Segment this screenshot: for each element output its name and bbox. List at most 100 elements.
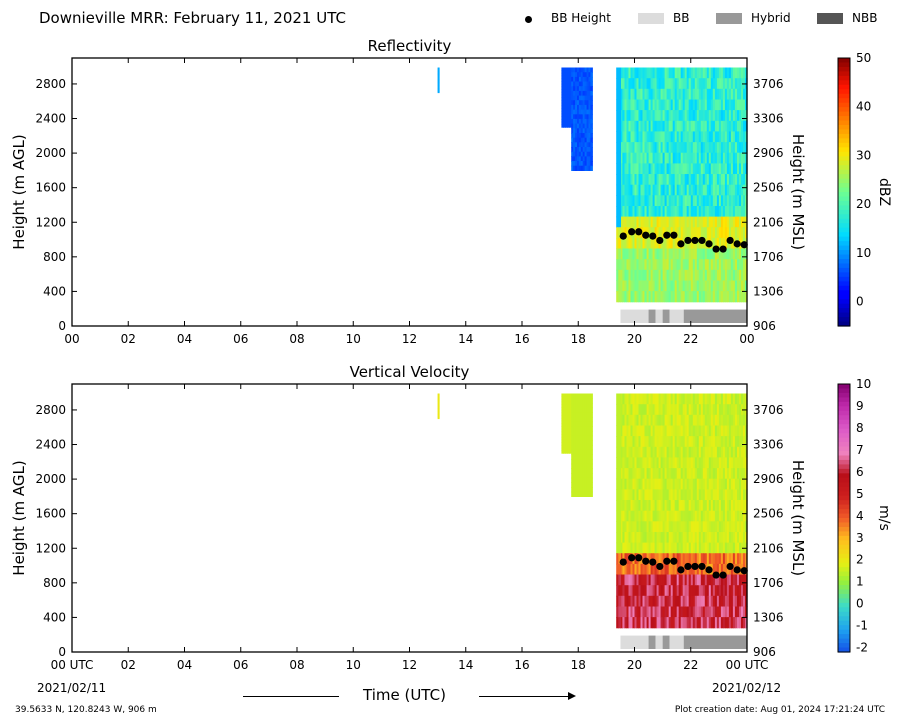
colorbar-segment — [838, 178, 850, 184]
bb-height-point — [628, 554, 636, 562]
colorbar-segment — [838, 227, 850, 233]
colorbar-segment — [838, 433, 850, 439]
colorbar-tick-label: 3 — [856, 531, 864, 545]
bb-height-point — [663, 557, 671, 565]
bb-type-segment — [655, 309, 663, 323]
bb-height-point — [726, 236, 734, 245]
bb-type-segment — [655, 635, 663, 649]
colorbar-segment — [838, 620, 850, 626]
y2-tick-label: 2506 — [753, 181, 784, 195]
colorbar-segment — [838, 424, 850, 430]
bb-type-segment — [662, 309, 670, 323]
x-tick-label: 22 — [683, 332, 698, 346]
colorbar-segment — [838, 151, 850, 157]
colorbar-segment — [838, 473, 850, 479]
colorbar-segment — [838, 205, 850, 211]
colorbar-segment — [838, 428, 850, 434]
colorbar-tick-label: 2 — [856, 553, 864, 567]
colorbar-segment — [838, 116, 850, 122]
colorbar-label: dBZ — [876, 178, 892, 206]
colorbar-segment — [838, 129, 850, 135]
colorbar-segment — [838, 281, 850, 287]
y2-tick-label: 3306 — [753, 438, 784, 452]
bb-height-point — [684, 236, 692, 245]
x-tick-label: 10 — [346, 332, 361, 346]
colorbar-segment — [838, 397, 850, 403]
colorbar-segment — [838, 312, 850, 318]
y-tick-label: 1600 — [35, 181, 66, 195]
colorbar-tick-label: 4 — [856, 509, 864, 523]
y-tick-label: 400 — [43, 610, 66, 624]
colorbar-segment — [838, 598, 850, 604]
colorbar-tick-label: 40 — [856, 100, 871, 114]
colorbar-segment — [838, 638, 850, 644]
x-tick-label: 20 — [627, 332, 642, 346]
reflectivity-chart: 00 02 04 06 08 10 12 14 16 18 20 22 0004008001200160… — [10, 37, 892, 346]
colorbar-segment — [838, 576, 850, 582]
nbb-legend-label: NBB — [852, 11, 878, 25]
bb-height-point — [656, 236, 664, 245]
colorbar-segment — [838, 165, 850, 171]
colorbar-segment — [838, 495, 850, 501]
colorbar-segment — [838, 593, 850, 599]
y2-tick-label: 2906 — [753, 472, 784, 486]
colorbar-segment — [838, 125, 850, 131]
colorbar-tick-label: 20 — [856, 197, 871, 211]
colorbar-segment — [838, 160, 850, 166]
bb-type-segment — [620, 635, 649, 649]
x-tick-label: 02 — [121, 658, 136, 672]
colorbar-segment — [838, 107, 850, 113]
y-tick-label: 1200 — [35, 541, 66, 555]
hybrid-legend-label: Hybrid — [751, 11, 791, 25]
colorbar-segment — [838, 540, 850, 546]
colorbar-tick-label: 50 — [856, 51, 871, 65]
colorbar-segment — [838, 241, 850, 247]
colorbar-segment — [838, 384, 850, 390]
bb-height-point — [649, 558, 657, 566]
colorbar-segment — [838, 446, 850, 452]
colorbar-tick-label: 10 — [856, 246, 871, 260]
x-tick-label: 06 — [233, 658, 248, 672]
date-end-label: 2021/02/12 — [712, 681, 782, 695]
x-tick-label: 02 — [121, 332, 136, 346]
y-tick-label: 800 — [43, 576, 66, 590]
bb-height-point — [726, 562, 734, 571]
colorbar-segment — [838, 223, 850, 229]
bb-height-point — [642, 231, 650, 239]
colorbar-tick-label: 5 — [856, 487, 864, 501]
bb-height-point — [719, 571, 727, 579]
colorbar-segment — [838, 647, 850, 653]
colorbar-segment — [838, 272, 850, 278]
x-tick-label: 06 — [233, 332, 248, 346]
colorbar-segment — [838, 455, 850, 461]
y-tick-label: 0 — [58, 645, 66, 659]
colorbar-tick-label: -1 — [856, 619, 868, 633]
colorbar-segment — [838, 531, 850, 537]
bb-type-segment — [648, 309, 656, 323]
colorbar-segment — [838, 183, 850, 189]
colorbar-segment — [838, 388, 850, 394]
colorbar-segment — [838, 415, 850, 421]
x-tick-label: 12 — [402, 658, 417, 672]
colorbar-segment — [838, 169, 850, 175]
bb-height-point — [712, 571, 720, 579]
colorbar-segment — [838, 308, 850, 314]
y-tick-label: 2400 — [35, 438, 66, 452]
x-tick-label: 08 — [289, 332, 304, 346]
colorbar-segment — [838, 75, 850, 81]
colorbar-frame — [837, 383, 851, 653]
colorbar-tick-label: 30 — [856, 148, 871, 162]
y-tick-label: 2000 — [35, 146, 66, 160]
colorbar-segment — [838, 486, 850, 492]
colorbar-tick-label: 9 — [856, 399, 864, 413]
y2-tick-label: 1706 — [753, 576, 784, 590]
bb-type-segment — [683, 635, 747, 649]
colorbar-segment — [838, 585, 850, 591]
bb-height-point — [663, 231, 671, 239]
bb-height-point — [719, 245, 727, 253]
bb-height-point — [698, 562, 706, 571]
right-arrow-line — [479, 696, 571, 697]
colorbar-segment — [838, 406, 850, 412]
y-tick-label: 1600 — [35, 507, 66, 521]
